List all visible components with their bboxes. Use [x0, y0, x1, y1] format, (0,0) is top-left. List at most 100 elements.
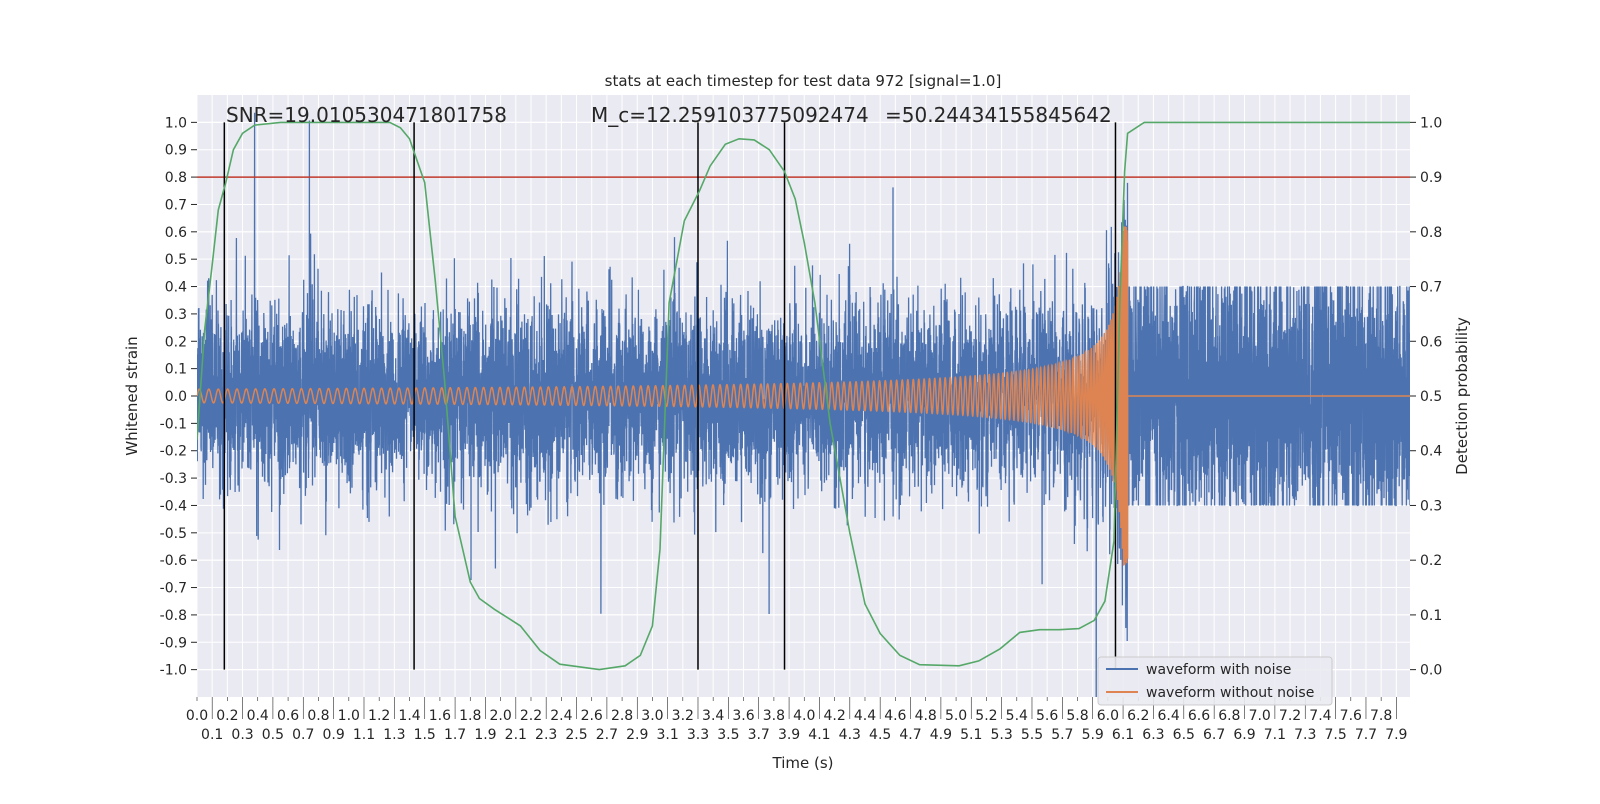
- x-tick-label: 1.3: [383, 727, 405, 743]
- x-tick-label: 4.5: [869, 727, 891, 743]
- x-tick-label: 6.1: [1112, 727, 1134, 743]
- legend: waveform with noise waveform without noi…: [1097, 656, 1333, 706]
- x-tick-label: 1.4: [398, 708, 420, 724]
- x-tick-label: 5.4: [1006, 708, 1028, 724]
- x-tick-label: 5.0: [945, 708, 967, 724]
- legend-label-clean: waveform without noise: [1146, 685, 1314, 701]
- series-group: [197, 112, 1410, 697]
- x-tick-label: 5.7: [1051, 727, 1073, 743]
- y-tick-label: 0.5: [165, 252, 187, 268]
- x-tick-label: 1.1: [353, 727, 375, 743]
- x-tick-label: 7.7: [1355, 727, 1377, 743]
- y-right-tick-label: 0.0: [1420, 663, 1442, 679]
- y-tick-label: -0.9: [160, 635, 187, 651]
- x-tick-label: 6.2: [1127, 708, 1149, 724]
- y-right-tick-label: 0.8: [1420, 225, 1442, 241]
- x-tick-label: 3.7: [748, 727, 770, 743]
- x-tick-label: 6.3: [1142, 727, 1164, 743]
- x-tick-label: 2.2: [520, 708, 542, 724]
- x-tick-label: 4.4: [854, 708, 876, 724]
- y-right-tick-label: 0.6: [1420, 334, 1442, 350]
- y-tick-label: -0.4: [160, 498, 187, 514]
- y-tick-label: 0.1: [165, 362, 187, 378]
- x-tick-label: 2.1: [505, 727, 527, 743]
- x-tick-label: 2.3: [535, 727, 557, 743]
- x-tick-label: 4.0: [793, 708, 815, 724]
- x-tick-label: 3.9: [778, 727, 800, 743]
- y-tick-label: -0.8: [160, 608, 187, 624]
- x-tick-label: 0.6: [277, 708, 299, 724]
- annotation-snr: SNR=19.010530471801758: [226, 103, 507, 127]
- x-tick-label: 1.0: [338, 708, 360, 724]
- x-tick-label: 4.1: [808, 727, 830, 743]
- legend-label-noise: waveform with noise: [1146, 662, 1291, 678]
- series-detection-probability: [197, 121, 1410, 671]
- x-tick-label: 3.6: [732, 708, 754, 724]
- x-tick-label: 2.6: [581, 708, 603, 724]
- x-tick-label: 5.5: [1021, 727, 1043, 743]
- x-tick-label: 0.7: [292, 727, 314, 743]
- x-tick-label: 4.3: [839, 727, 861, 743]
- y-tick-label: 0.7: [165, 197, 187, 213]
- y-right-tick-label: 0.2: [1420, 553, 1442, 569]
- x-tick-label: 0.2: [216, 708, 238, 724]
- x-tick-label: 1.2: [368, 708, 390, 724]
- annotation-chirp-mass: M_c=12.259103775092474: [591, 103, 869, 127]
- y-right-tick-label: 0.9: [1420, 170, 1442, 186]
- series-waveform-with-noise: [197, 112, 1410, 697]
- y-tick-label: -1.0: [160, 663, 187, 679]
- x-tick-label: 0.5: [262, 727, 284, 743]
- x-tick-label: 2.8: [611, 708, 633, 724]
- x-tick-label: 2.5: [565, 727, 587, 743]
- x-tick-label: 6.0: [1097, 708, 1119, 724]
- y-axis-label-left: Whitened strain: [123, 336, 141, 455]
- y-tick-label: -0.2: [160, 444, 187, 460]
- x-tick-label: 4.2: [823, 708, 845, 724]
- x-ticks: 0.0 0.1 0.2 0.3 0.4 0.5 0.6 0.7 0.8 0.9 1.0 1.1 1.2 1…: [186, 697, 1407, 743]
- y-tick-label: 1.0: [165, 115, 187, 131]
- x-tick-label: 5.3: [990, 727, 1012, 743]
- x-tick-label: 3.5: [717, 727, 739, 743]
- x-tick-label: 4.8: [915, 708, 937, 724]
- x-tick-label: 4.6: [884, 708, 906, 724]
- x-tick-label: 2.4: [550, 708, 572, 724]
- y-right-tick-label: 0.5: [1420, 389, 1442, 405]
- x-tick-label: 6.4: [1157, 708, 1179, 724]
- y-right-tick-label: 1.0: [1420, 115, 1442, 131]
- x-axis-label: Time (s): [772, 754, 834, 772]
- x-tick-label: 3.3: [687, 727, 709, 743]
- y-tick-label: -0.6: [160, 553, 187, 569]
- y-right-tick-label: 0.3: [1420, 498, 1442, 514]
- x-tick-label: 7.5: [1324, 727, 1346, 743]
- y-ticks-left: -1.0 -0.9 -0.8 -0.7 -0.6 -0.5 -0.4 -0.3 -0.2 -0.1…: [160, 115, 197, 679]
- series-waveform-without-noise: [197, 226, 1410, 566]
- x-tick-label: 1.7: [444, 727, 466, 743]
- x-tick-label: 6.5: [1173, 727, 1195, 743]
- y-tick-label: 0.4: [165, 280, 187, 296]
- x-tick-label: 7.9: [1385, 727, 1407, 743]
- x-tick-label: 3.4: [702, 708, 724, 724]
- x-tick-label: 5.9: [1082, 727, 1104, 743]
- y-tick-label: -0.7: [160, 581, 187, 597]
- y-tick-label: -0.5: [160, 526, 187, 542]
- x-tick-label: 5.6: [1036, 708, 1058, 724]
- x-tick-label: 0.3: [231, 727, 253, 743]
- y-tick-label: 0.0: [165, 389, 187, 405]
- y-tick-label: 0.6: [165, 225, 187, 241]
- x-tick-label: 6.8: [1218, 708, 1240, 724]
- x-tick-label: 7.6: [1340, 708, 1362, 724]
- y-tick-label: 0.9: [165, 143, 187, 159]
- y-tick-label: -0.1: [160, 416, 187, 432]
- x-tick-label: 1.6: [429, 708, 451, 724]
- x-tick-label: 7.0: [1249, 708, 1271, 724]
- legend-box: [1097, 656, 1333, 706]
- y-tick-label: 0.2: [165, 334, 187, 350]
- chart-title: stats at each timestep for test data 972…: [605, 72, 1002, 90]
- x-tick-label: 0.8: [307, 708, 329, 724]
- x-tick-label: 5.1: [960, 727, 982, 743]
- x-tick-label: 0.4: [247, 708, 269, 724]
- y-tick-label: 0.8: [165, 170, 187, 186]
- y-right-tick-label: 0.4: [1420, 444, 1442, 460]
- x-tick-label: 0.1: [201, 727, 223, 743]
- y-axis-label-right: Detection probability: [1453, 317, 1471, 475]
